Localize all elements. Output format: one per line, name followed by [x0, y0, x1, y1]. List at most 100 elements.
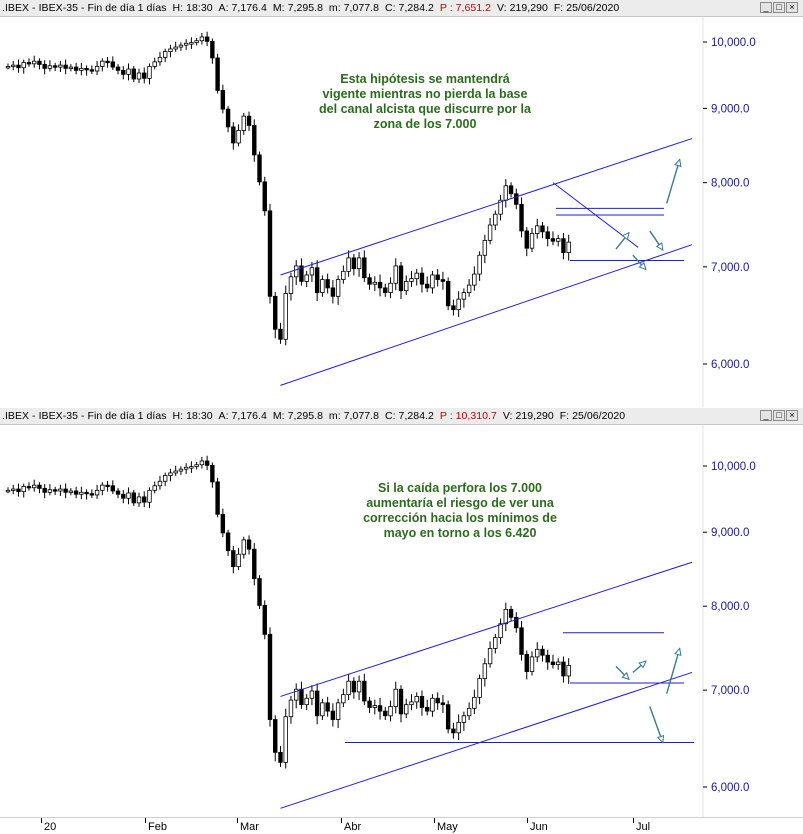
y-tick-label: 6,000.0 — [711, 782, 749, 794]
minimize-button[interactable]: _ — [760, 410, 772, 421]
candle-body — [435, 274, 440, 280]
close-button[interactable]: × — [786, 2, 798, 13]
candle-body — [409, 278, 414, 282]
candle-body — [37, 484, 42, 489]
candle-body — [11, 488, 16, 491]
candle-body — [466, 707, 472, 717]
projection-segment — [666, 159, 681, 204]
candle-body — [519, 203, 524, 232]
candle-body — [330, 287, 336, 297]
annotation-line: corrección hacia los mínimos de — [363, 511, 557, 525]
x-tick — [41, 818, 42, 823]
high-value: M: 7,295.8 — [272, 410, 323, 422]
close-value: C: 7,284.2 — [384, 410, 434, 422]
candle-body — [142, 496, 147, 503]
candle-body — [293, 265, 299, 278]
candle-body — [173, 46, 178, 50]
candle-body — [529, 233, 535, 249]
y-tick-label: 9,000.0 — [711, 527, 749, 539]
candle-body — [550, 238, 556, 242]
maximize-button[interactable]: □ — [773, 2, 785, 13]
candle-body — [466, 284, 472, 293]
annotation-line: vigente mientras no pierda la base — [322, 87, 528, 101]
hora-value: H: 18:30 — [172, 410, 213, 422]
annotation-line: mayo en torno a los 6.420 — [383, 526, 537, 540]
candle-body — [477, 678, 482, 698]
pointer-value: P : 10,310.7 — [439, 410, 497, 422]
candle-body — [152, 485, 157, 491]
annotation-line: aumentaría el riesgo de ver una — [366, 496, 554, 510]
candle-body — [194, 464, 199, 468]
candle-body — [451, 305, 456, 311]
candle-body — [508, 608, 514, 618]
candle-body — [220, 90, 226, 110]
candle-body — [236, 553, 241, 568]
close-button[interactable]: × — [786, 410, 798, 421]
candle-body — [398, 265, 404, 292]
candle-body — [566, 241, 571, 253]
candle-body — [199, 36, 205, 42]
candle-body — [52, 65, 58, 68]
projection-arrowhead — [638, 261, 647, 271]
candle-body — [32, 60, 37, 65]
candle-body — [225, 532, 231, 552]
x-label-jul: Jul — [636, 821, 651, 833]
candle-body — [288, 699, 294, 718]
candle-body — [309, 267, 315, 276]
candle-body — [94, 489, 100, 496]
candle-body — [424, 707, 430, 712]
candle-body — [32, 484, 37, 489]
candle-body — [477, 254, 482, 275]
candle-body — [435, 697, 440, 704]
candle-body — [299, 688, 304, 706]
candle-body — [257, 578, 262, 606]
candle-body — [325, 702, 330, 712]
candle-body — [456, 721, 461, 734]
candle-body — [414, 696, 419, 703]
candle-body — [89, 493, 95, 496]
candlestick-chart-bottom: 6,000.0 7,000.0 8,000.0 9,000.0 10,000.0 — [5, 425, 756, 817]
candle-body — [236, 130, 241, 144]
candle-body — [309, 690, 315, 699]
candle-body — [79, 67, 84, 71]
candle-body — [498, 199, 503, 215]
candle-body — [419, 696, 425, 708]
candle-body — [100, 60, 105, 67]
candle-body — [94, 66, 100, 72]
candlestick-chart-top: 6,000.0 7,000.0 8,000.0 9,000.0 10,000.0 — [5, 17, 756, 407]
candle-body — [472, 273, 477, 286]
panel-title: .IBEX - IBEX-35 - Fin de día 1 días H: 1… — [2, 2, 619, 14]
projection-arrowhead — [674, 647, 682, 657]
candle-body — [362, 680, 367, 702]
candle-body — [556, 238, 561, 242]
candle-body — [346, 257, 351, 272]
candle-body — [398, 688, 404, 715]
candle-body — [461, 292, 467, 300]
x-tick — [434, 818, 435, 823]
projection-segment — [666, 648, 681, 694]
pointer-value: P : 7,651.2 — [439, 2, 492, 14]
candle-body — [246, 115, 252, 126]
candle-body — [26, 486, 32, 489]
candle-body — [11, 64, 16, 68]
hora-value: H: 18:30 — [172, 2, 213, 14]
candle-body — [73, 66, 79, 71]
y-tick-label: 8,000.0 — [711, 178, 749, 190]
maximize-button[interactable]: □ — [773, 410, 785, 421]
x-tick — [145, 818, 146, 823]
candle-body — [314, 267, 320, 293]
candle-body — [267, 633, 273, 720]
candle-body — [540, 648, 545, 656]
candle-body — [445, 281, 451, 307]
candle-body — [356, 257, 362, 270]
candle-body — [204, 460, 210, 466]
annotation-line: Esta hipótesis se mantendrá — [340, 72, 510, 86]
candle-body — [194, 40, 199, 44]
minimize-button[interactable]: _ — [760, 2, 772, 13]
candle-body — [215, 57, 220, 91]
candle-body — [430, 274, 435, 289]
x-label-jun: Jun — [530, 821, 548, 833]
candle-body — [508, 185, 514, 195]
candle-body — [58, 64, 63, 68]
candle-body — [168, 48, 173, 52]
